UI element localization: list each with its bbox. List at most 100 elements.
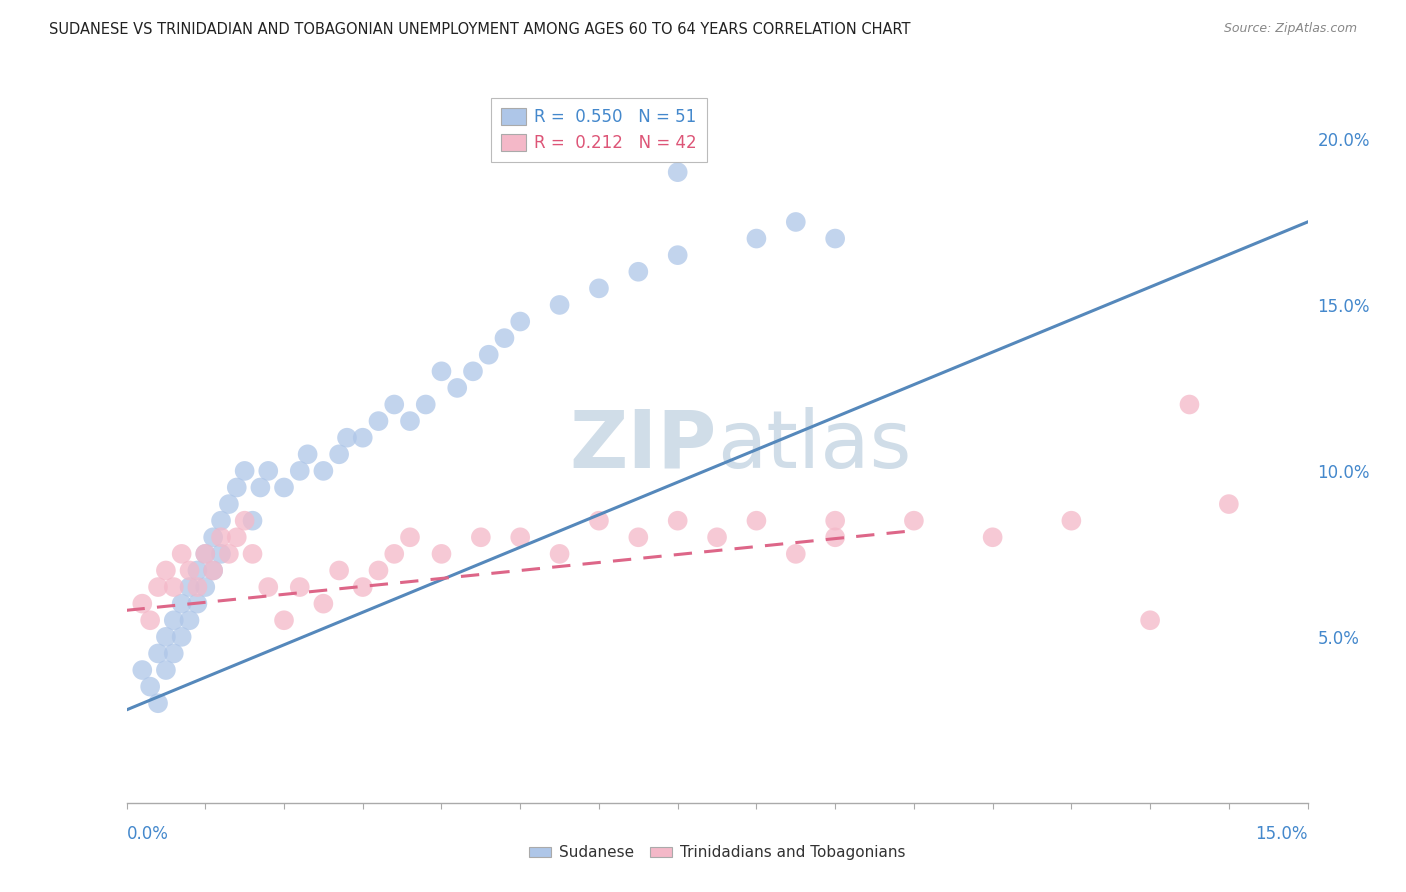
Point	[194, 547, 217, 561]
Point	[194, 547, 217, 561]
Point	[367, 414, 389, 428]
Point	[273, 613, 295, 627]
Point	[146, 696, 169, 710]
Point	[328, 447, 350, 461]
Point	[785, 215, 807, 229]
Point	[186, 597, 208, 611]
Point	[146, 647, 169, 661]
Point	[981, 530, 1004, 544]
Point	[627, 265, 650, 279]
Point	[242, 514, 264, 528]
Point	[588, 514, 610, 528]
Point	[666, 514, 689, 528]
Point	[430, 364, 453, 378]
Point	[218, 547, 240, 561]
Point	[509, 314, 531, 328]
Point	[288, 580, 311, 594]
Point	[179, 580, 201, 594]
Point	[233, 514, 256, 528]
Point	[328, 564, 350, 578]
Point	[509, 530, 531, 544]
Point	[179, 564, 201, 578]
Point	[903, 514, 925, 528]
Text: atlas: atlas	[717, 407, 911, 485]
Point	[494, 331, 516, 345]
Point	[218, 497, 240, 511]
Point	[470, 530, 492, 544]
Point	[548, 298, 571, 312]
Point	[273, 481, 295, 495]
Point	[352, 580, 374, 594]
Point	[1139, 613, 1161, 627]
Point	[155, 630, 177, 644]
Point	[163, 647, 186, 661]
Text: 15.0%: 15.0%	[1256, 825, 1308, 843]
Point	[179, 613, 201, 627]
Point	[1218, 497, 1240, 511]
Point	[336, 431, 359, 445]
Point	[131, 597, 153, 611]
Point	[163, 580, 186, 594]
Point	[202, 530, 225, 544]
Point	[242, 547, 264, 561]
Point	[139, 680, 162, 694]
Point	[194, 580, 217, 594]
Point	[666, 165, 689, 179]
Point	[824, 530, 846, 544]
Point	[170, 547, 193, 561]
Point	[202, 564, 225, 578]
Point	[312, 464, 335, 478]
Point	[202, 564, 225, 578]
Point	[824, 514, 846, 528]
Point	[170, 630, 193, 644]
Point	[155, 564, 177, 578]
Point	[785, 547, 807, 561]
Point	[233, 464, 256, 478]
Point	[170, 597, 193, 611]
Point	[225, 530, 247, 544]
Point	[1178, 397, 1201, 411]
Point	[399, 414, 422, 428]
Point	[225, 481, 247, 495]
Point	[209, 547, 232, 561]
Point	[415, 397, 437, 411]
Point	[297, 447, 319, 461]
Point	[382, 397, 405, 411]
Point	[186, 564, 208, 578]
Point	[824, 231, 846, 245]
Point	[312, 597, 335, 611]
Point	[461, 364, 484, 378]
Point	[588, 281, 610, 295]
Point	[249, 481, 271, 495]
Point	[666, 248, 689, 262]
Point	[367, 564, 389, 578]
Point	[382, 547, 405, 561]
Text: SUDANESE VS TRINIDADIAN AND TOBAGONIAN UNEMPLOYMENT AMONG AGES 60 TO 64 YEARS CO: SUDANESE VS TRINIDADIAN AND TOBAGONIAN U…	[49, 22, 911, 37]
Point	[257, 580, 280, 594]
Text: Source: ZipAtlas.com: Source: ZipAtlas.com	[1223, 22, 1357, 36]
Point	[288, 464, 311, 478]
Point	[186, 580, 208, 594]
Legend: Sudanese, Trinidadians and Tobagonians: Sudanese, Trinidadians and Tobagonians	[523, 839, 911, 866]
Point	[478, 348, 501, 362]
Point	[745, 231, 768, 245]
Point	[745, 514, 768, 528]
Point	[257, 464, 280, 478]
Point	[627, 530, 650, 544]
Text: 0.0%: 0.0%	[127, 825, 169, 843]
Point	[146, 580, 169, 594]
Point	[430, 547, 453, 561]
Point	[139, 613, 162, 627]
Point	[1060, 514, 1083, 528]
Point	[706, 530, 728, 544]
Point	[163, 613, 186, 627]
Point	[155, 663, 177, 677]
Point	[131, 663, 153, 677]
Point	[209, 514, 232, 528]
Point	[548, 547, 571, 561]
Point	[209, 530, 232, 544]
Text: ZIP: ZIP	[569, 407, 717, 485]
Point	[352, 431, 374, 445]
Point	[399, 530, 422, 544]
Point	[446, 381, 468, 395]
